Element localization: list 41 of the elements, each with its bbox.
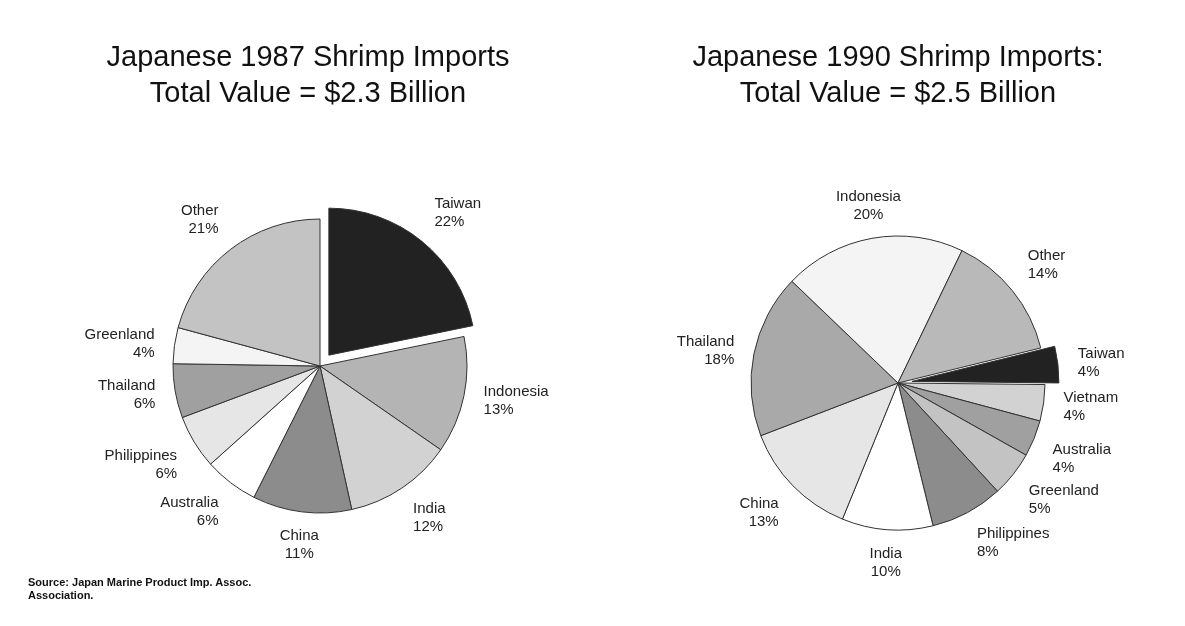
slice-label: Other (1027, 245, 1066, 263)
slice-label: Philippines (976, 524, 1050, 542)
slice-label: China (279, 525, 320, 543)
source-note: Source: Japan Marine Product Imp. Assoc. Association. (28, 576, 252, 601)
data-label: 4% (1063, 405, 1086, 423)
slice-label: Thailand (676, 331, 735, 349)
data-label: 12% (413, 516, 444, 534)
slice-label: Thailand (97, 376, 156, 394)
slice-label: Taiwan (1077, 344, 1125, 362)
slice-label: Vietnam (1063, 387, 1119, 405)
chart-title: Japanese 1987 Shrimp Imports Total Value = $2.3 Billion (106, 40, 510, 108)
data-label: 18% (704, 349, 735, 367)
chart-title: Japanese 1990 Shrimp Imports: Total Value = $2.5 Billion (692, 40, 1104, 108)
data-label: 6% (155, 464, 178, 482)
data-label: 20% (853, 204, 884, 222)
slice-label: Philippines (104, 446, 178, 464)
data-label: 21% (188, 219, 219, 237)
slice-label: India (869, 543, 903, 561)
slice-label: Indonesia (835, 186, 902, 204)
data-label: 6% (196, 510, 219, 528)
data-label: 13% (748, 511, 779, 529)
slice-label: India (413, 498, 447, 516)
data-label: 5% (1028, 498, 1051, 516)
data-label: 8% (976, 542, 999, 560)
data-label: 11% (284, 543, 314, 561)
data-label: 4% (1077, 362, 1100, 380)
slice-label: Australia (160, 492, 220, 510)
slice-label: China (739, 493, 780, 511)
slice-label: Indonesia (483, 381, 550, 399)
data-label: 10% (870, 561, 901, 579)
data-label: 22% (434, 211, 465, 229)
slice-label: Taiwan (434, 193, 482, 211)
slice-label: Other (180, 201, 219, 219)
data-label: 4% (132, 342, 155, 360)
slice-label: Australia (1052, 440, 1112, 458)
data-label: 14% (1027, 263, 1058, 281)
data-label: 13% (483, 399, 514, 417)
data-label: 6% (133, 394, 156, 412)
slice-label: Greenland (84, 324, 155, 342)
slice-label: Greenland (1028, 480, 1099, 498)
data-label: 4% (1052, 458, 1075, 476)
